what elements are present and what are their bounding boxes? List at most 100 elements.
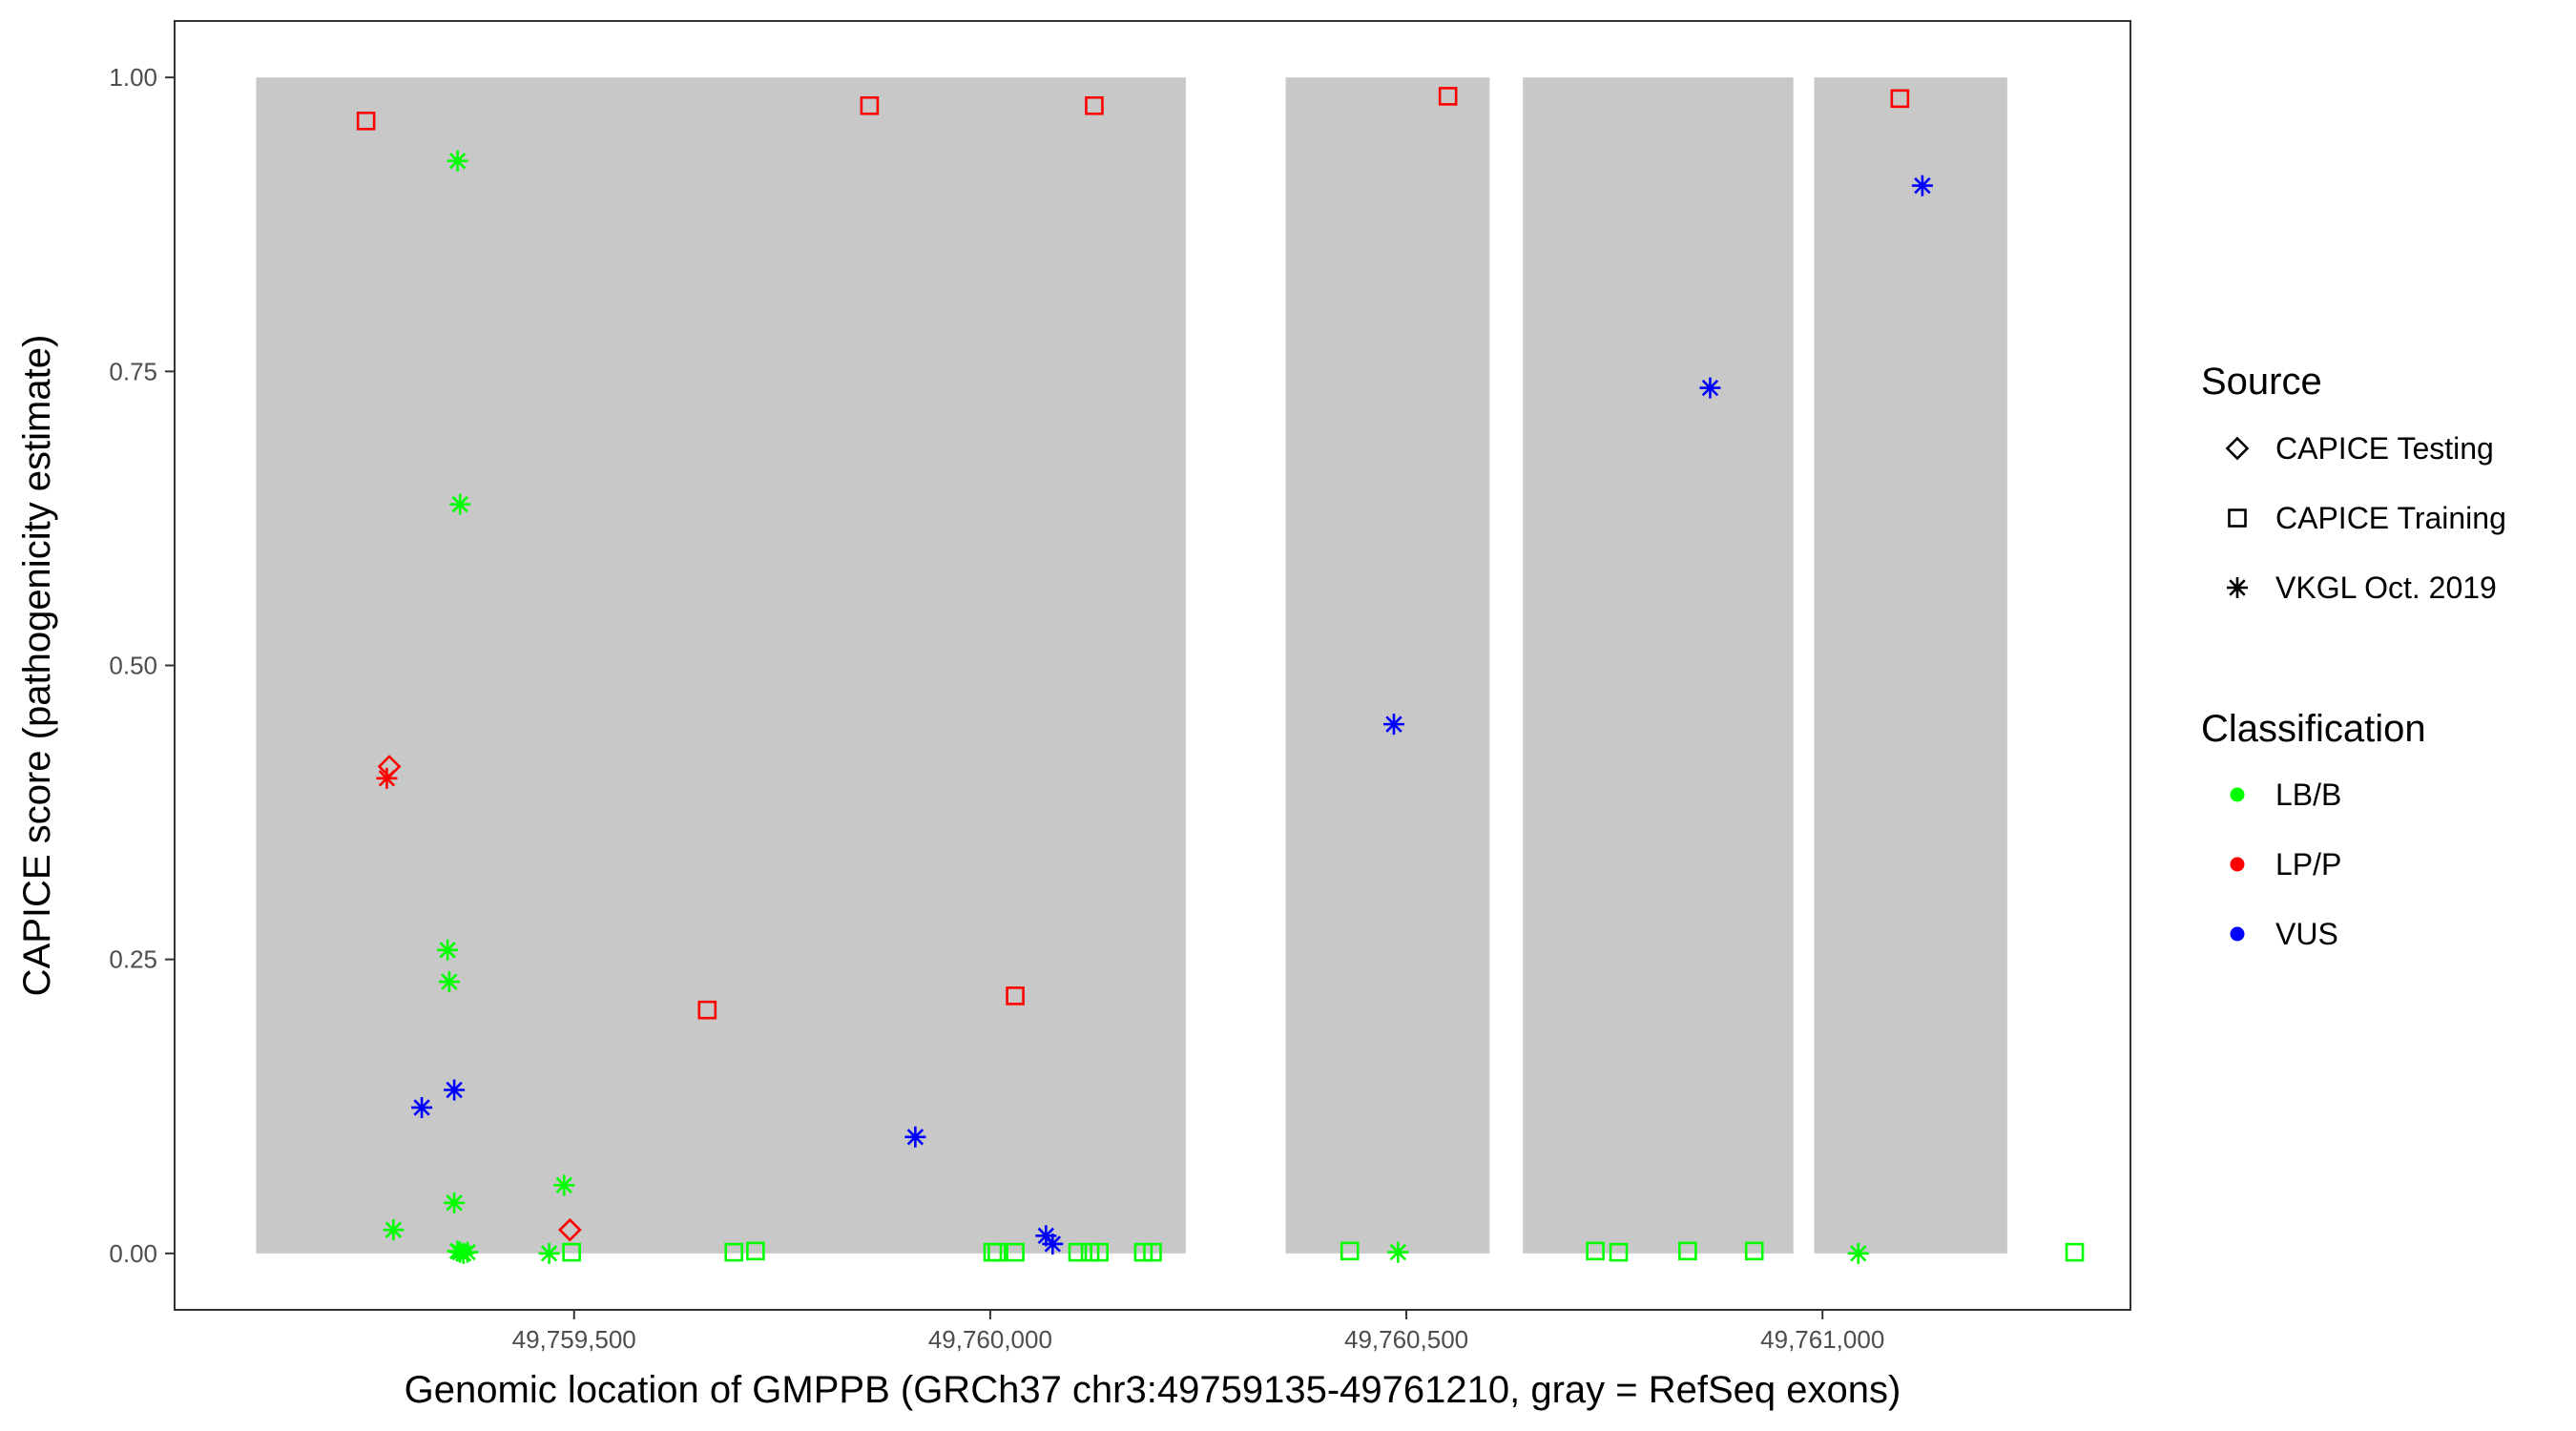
square-marker [1609, 1242, 1629, 1262]
legend-classification: Classification LB/B LP/P VUS [2201, 708, 2426, 951]
asterisk-marker [383, 1219, 405, 1241]
square-marker [724, 1242, 744, 1262]
square-marker [2228, 508, 2247, 528]
y-tick-label: 1.00 [109, 63, 157, 92]
square-marker [1006, 986, 1025, 1006]
y-tick-label: 0.50 [109, 652, 157, 680]
data-point [449, 493, 471, 515]
square-marker [1090, 1242, 1109, 1262]
legend-classification-label: VUS [2275, 917, 2338, 951]
asterisk-marker [444, 1192, 466, 1213]
x-tick-label: 49,761,000 [1760, 1325, 1884, 1354]
data-point [437, 939, 459, 961]
data-point [1609, 1242, 1629, 1262]
data-point [457, 1241, 479, 1263]
data-point [1699, 377, 1721, 399]
square-marker [860, 95, 880, 115]
square-marker [2065, 1242, 2085, 1262]
y-tick-label: 0.75 [109, 357, 157, 385]
legend-source-label: CAPICE Training [2275, 501, 2506, 535]
data-point [1340, 1241, 1360, 1261]
data-point [538, 1242, 560, 1264]
data-point [444, 1192, 466, 1213]
data-point [2065, 1242, 2085, 1262]
point-layer [356, 87, 2085, 1264]
square-marker [697, 1000, 717, 1020]
diamond-marker [558, 1217, 582, 1242]
asterisk-marker [411, 1096, 433, 1118]
diamond-marker [2225, 436, 2250, 461]
data-point [697, 1000, 717, 1020]
data-point [987, 1242, 1007, 1262]
asterisk-marker [1847, 1242, 1869, 1264]
asterisk-marker [438, 971, 460, 993]
data-point [1006, 1242, 1025, 1262]
exon-rect-2 [1285, 77, 1490, 1254]
exon-layer [256, 77, 2007, 1254]
asterisk-marker [1042, 1233, 1064, 1255]
data-point [904, 1126, 926, 1148]
legend-source-title: Source [2201, 361, 2322, 403]
x-tick-label: 49,760,500 [1344, 1325, 1468, 1354]
square-marker [1586, 1241, 1605, 1261]
x-tick-label: 49,760,000 [928, 1325, 1052, 1354]
legend-source-label: VKGL Oct. 2019 [2275, 570, 2497, 605]
exon-rect-1 [256, 77, 1186, 1254]
y-axis-title: CAPICE score (pathogenicity estimate) [16, 335, 58, 997]
square-marker [1678, 1241, 1697, 1261]
asterisk-marker [538, 1242, 560, 1264]
legend-classification-title: Classification [2201, 708, 2426, 750]
square-marker [1438, 87, 1458, 106]
data-point [1035, 1225, 1057, 1247]
square-marker [1744, 1241, 1764, 1261]
square-marker [356, 111, 376, 131]
data-point [1143, 1242, 1162, 1262]
asterisk-marker [449, 493, 471, 515]
data-point [444, 1079, 466, 1101]
data-point [1068, 1242, 1088, 1262]
square-marker [987, 1242, 1007, 1262]
square-marker [1143, 1242, 1162, 1262]
square-marker [1890, 89, 1910, 109]
data-point [553, 1174, 575, 1196]
exon-rect-3 [1523, 77, 1794, 1254]
asterisk-marker [2227, 577, 2248, 598]
data-point [1042, 1233, 1064, 1255]
asterisk-marker [444, 1079, 466, 1101]
asterisk-marker [904, 1126, 926, 1148]
asterisk-marker [1382, 714, 1404, 736]
asterisk-marker [1699, 377, 1721, 399]
data-point [356, 111, 376, 131]
asterisk-marker [553, 1174, 575, 1196]
legend-source-key [2227, 577, 2248, 598]
data-point [562, 1242, 581, 1262]
data-point [1911, 175, 1933, 197]
data-point [860, 95, 880, 115]
square-marker [1085, 95, 1104, 115]
legend-classification-key [2230, 857, 2245, 872]
legend-classification-key [2230, 787, 2245, 802]
legend-source: Source CAPICE Testing CAPICE Training VKGL… [2201, 361, 2506, 605]
data-point [1744, 1241, 1764, 1261]
data-point [447, 150, 468, 172]
data-point [1382, 714, 1404, 736]
legend-classification-label: LP/P [2275, 847, 2341, 881]
y-tick-label: 0.25 [109, 945, 157, 974]
asterisk-marker [447, 150, 468, 172]
data-point [724, 1242, 744, 1262]
data-point [558, 1217, 582, 1242]
data-point [1678, 1241, 1697, 1261]
square-marker [562, 1242, 581, 1262]
legend-source-label: CAPICE Testing [2275, 431, 2494, 466]
asterisk-marker [457, 1241, 479, 1263]
data-point [746, 1241, 765, 1261]
data-point [1090, 1242, 1109, 1262]
data-point [1006, 986, 1025, 1006]
axis-layer: 0.00 0.25 0.50 0.75 1.00 49,759,500 49,760,000… [109, 63, 1884, 1354]
square-marker [746, 1241, 765, 1261]
data-point [1586, 1241, 1605, 1261]
data-point [1387, 1241, 1409, 1263]
legend-source-key [2228, 508, 2247, 528]
exon-rect-4 [1814, 77, 2007, 1254]
